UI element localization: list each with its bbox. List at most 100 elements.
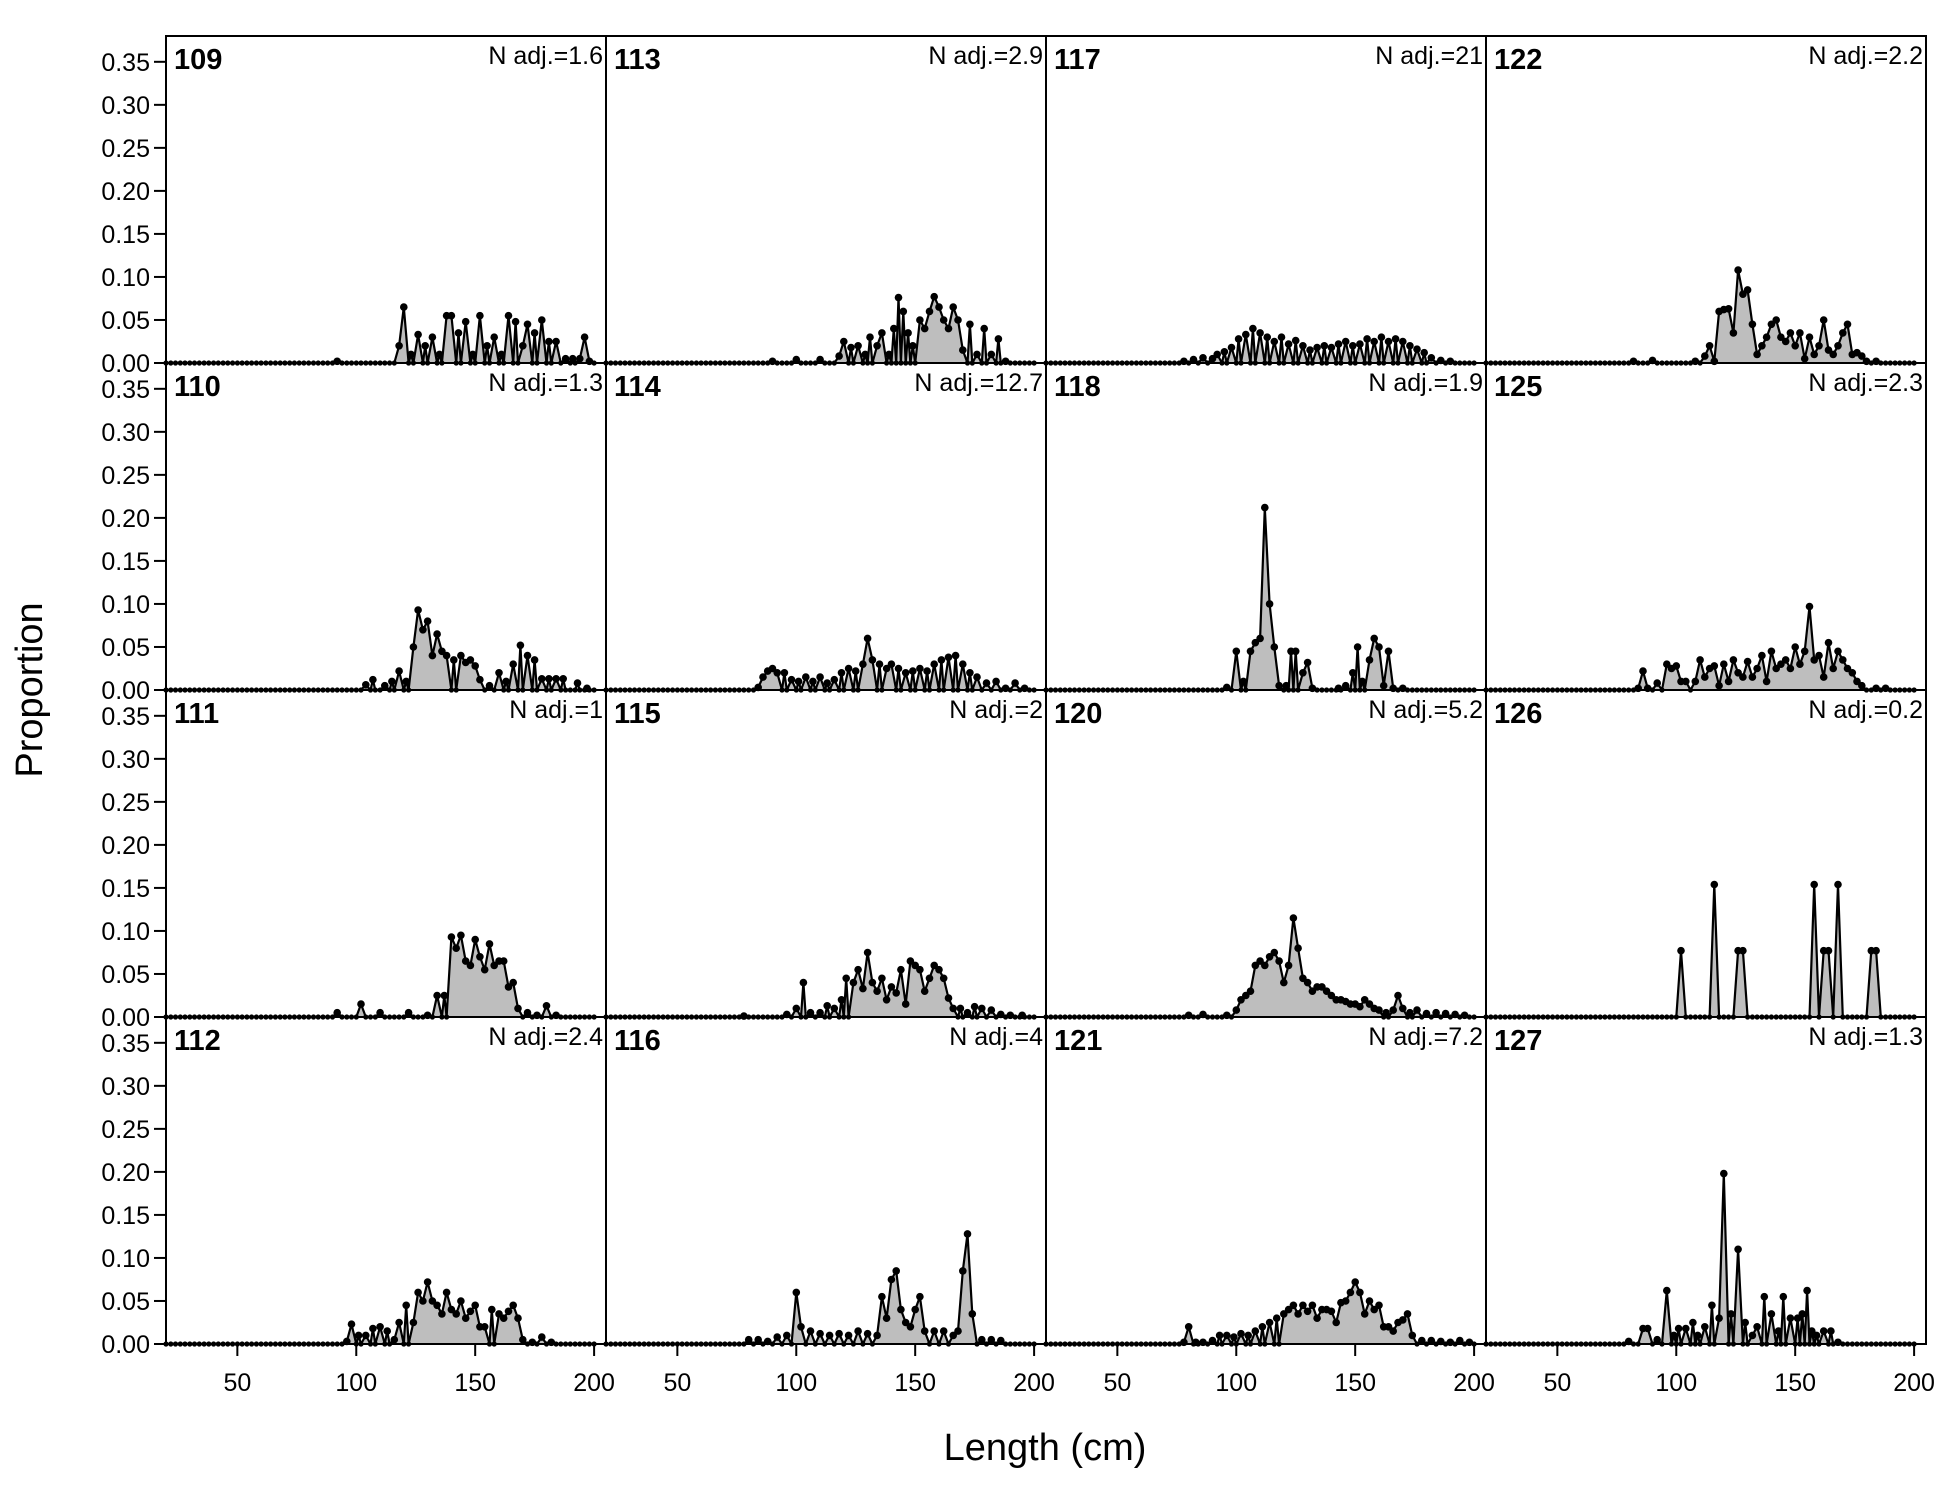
data-point [987,1006,996,1014]
data-point [916,965,924,974]
data-point [561,354,570,363]
data-point [407,350,415,359]
data-point [1674,1324,1683,1333]
data-point [937,656,946,664]
panel-111-title: 111 [174,698,219,730]
data-point [792,1004,801,1013]
data-point [357,1000,365,1008]
data-point [1774,1327,1783,1335]
x-tick-label: 200 [1893,1369,1935,1397]
data-point [935,965,943,974]
data-point [519,1335,527,1344]
data-point [920,1327,929,1335]
data-point [875,660,884,668]
y-tick-label: 0.20 [101,1159,150,1187]
data-point [376,1323,384,1331]
data-point [1399,1004,1407,1013]
data-point [1370,337,1378,346]
data-point [1705,342,1714,350]
y-tick-label: 0.25 [101,789,150,817]
data-point [1265,600,1274,608]
data-point [471,935,480,944]
data-point [1256,634,1264,643]
data-point [354,1331,363,1340]
data-point [1724,677,1733,686]
data-point [1303,978,1312,987]
data-point [1313,343,1321,352]
data-point [530,329,539,337]
data-point [844,1331,853,1340]
data-point [1839,329,1847,337]
data-point [452,944,461,952]
data-point [538,1333,546,1341]
data-point [1727,1310,1735,1318]
data-point [1223,1331,1231,1340]
data-point [499,1314,508,1322]
y-tick-label: 0.00 [101,677,150,705]
data-point [916,1292,924,1301]
data-point [1237,1329,1245,1338]
data-point [806,1327,815,1335]
data-point [1810,350,1818,359]
data-point [488,1305,496,1314]
data-point [887,660,896,668]
panel-117-title: 117 [1054,44,1101,76]
data-point [1413,345,1421,354]
data-point [894,293,903,302]
data-point [1805,602,1814,611]
data-point [1391,335,1400,343]
panel-125-area [1486,606,1915,690]
panel-117-area [1046,328,1475,363]
data-point [497,350,506,359]
data-point [1696,656,1704,664]
data-point [395,1318,403,1327]
data-point [987,350,996,359]
data-point [887,1275,896,1284]
x-tick-label: 100 [775,1369,817,1397]
data-point [892,1267,900,1275]
data-point [892,989,900,997]
data-point [1261,961,1269,970]
panel-120: 120 N adj.=5.2 [1043,696,1483,1020]
panel-126-title: 126 [1494,698,1542,730]
data-point [1189,355,1198,364]
panel-121-n-adj-label: N adj.=7.2 [1368,1023,1483,1051]
data-point [994,335,1003,343]
data-point [1829,664,1837,673]
x-tick-label: 100 [1655,1369,1697,1397]
data-point [959,1267,967,1275]
data-point [1232,647,1241,656]
data-point [1384,337,1393,346]
data-point [476,953,484,961]
data-point [1800,354,1809,363]
data-point [347,1320,356,1328]
data-point [890,324,898,333]
data-point [1303,1307,1312,1316]
panel-121-area [1046,1282,1475,1344]
data-point [809,677,817,686]
data-point [1758,651,1766,660]
data-point [1779,1292,1788,1301]
y-tick-label: 0.15 [101,1202,150,1230]
data-point [930,292,938,301]
y-tick-label: 0.25 [101,1116,150,1144]
data-point [759,673,767,681]
data-point [951,651,960,660]
data-point [1819,673,1828,681]
data-point [509,660,517,668]
data-point [469,350,477,359]
data-point [894,664,903,673]
data-point [1418,1336,1426,1345]
data-point [920,324,929,333]
data-point [799,978,808,987]
x-tick-label: 50 [1103,1369,1131,1397]
x-tick-label: 50 [223,1369,251,1397]
data-point [1653,1335,1661,1344]
data-point [1796,660,1804,668]
data-point [1399,1316,1407,1324]
data-point [1356,340,1364,348]
data-point [1796,329,1804,337]
data-point [773,669,781,677]
y-tick-label: 0.30 [101,1073,150,1101]
data-point [1791,342,1799,350]
